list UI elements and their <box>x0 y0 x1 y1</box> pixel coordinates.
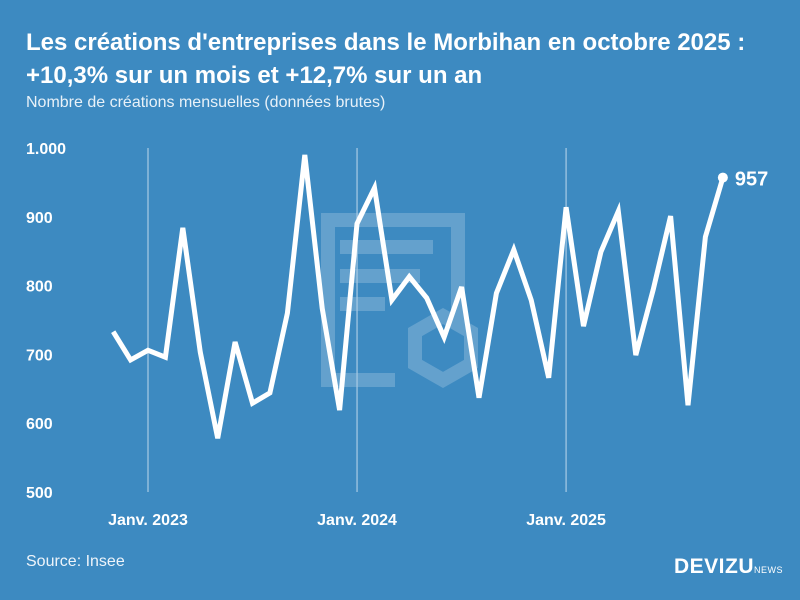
brand-logo: DEVIZUNEWS <box>674 555 783 579</box>
x-tick-label: Janv. 2023 <box>108 512 188 529</box>
chart-title: Les créations d'entreprises dans le Morb… <box>26 29 746 89</box>
brand-suffix: NEWS <box>754 565 784 575</box>
end-point-marker <box>717 172 728 183</box>
end-value-label: 957 <box>735 169 768 191</box>
y-tick-label: 1.000 <box>26 141 66 158</box>
x-tick-label: Janv. 2024 <box>317 512 397 529</box>
y-tick-label: 900 <box>26 210 53 227</box>
y-tick-label: 500 <box>26 485 53 502</box>
y-tick-label: 600 <box>26 416 53 433</box>
brand-name: DEVIZU <box>674 555 755 578</box>
y-tick-label: 700 <box>26 347 53 364</box>
source-note: Source: Insee <box>26 553 125 570</box>
chart-subtitle: Nombre de créations mensuelles (données … <box>26 94 386 111</box>
y-tick-label: 800 <box>26 279 53 296</box>
x-tick-label: Janv. 2025 <box>526 512 606 529</box>
series-line <box>111 154 726 439</box>
